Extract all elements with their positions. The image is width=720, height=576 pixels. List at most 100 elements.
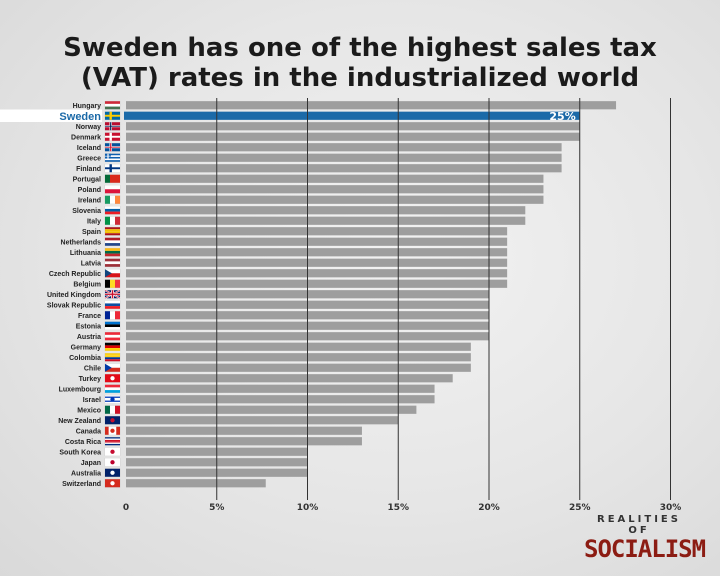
category-label: New Zealand — [58, 418, 101, 425]
category-label: Hungary — [73, 103, 102, 110]
flag-icon — [104, 174, 121, 183]
category-label: United Kingdom — [47, 292, 101, 299]
bar — [124, 111, 580, 120]
flag-icon — [104, 447, 121, 456]
bar — [126, 374, 453, 383]
gridlines — [216, 98, 671, 500]
category-label: Luxembourg — [59, 386, 101, 393]
flag-icon — [104, 311, 121, 320]
bar — [126, 174, 544, 183]
flag-icon — [104, 289, 121, 299]
bar — [126, 153, 562, 162]
bar — [126, 101, 617, 110]
flag-icon — [104, 185, 121, 194]
category-label: Germany — [71, 344, 101, 351]
flag-icon — [104, 468, 121, 477]
bar — [126, 279, 508, 288]
flag-icon — [104, 206, 121, 215]
flag-icon — [104, 195, 121, 204]
bar — [126, 143, 562, 152]
category-label: Canada — [76, 428, 101, 435]
x-tick-label: 15% — [387, 503, 409, 513]
flag-icon — [104, 269, 121, 278]
bar — [126, 195, 544, 204]
category-label: Austria — [77, 334, 101, 341]
flag-icon — [104, 384, 121, 393]
category-label: Colombia — [69, 355, 101, 362]
category-label: Belgium — [73, 281, 101, 288]
category-label: Italy — [87, 218, 101, 225]
category-label: Slovenia — [72, 208, 101, 215]
flag-icon — [104, 237, 121, 246]
x-tick-label: 20% — [478, 503, 500, 513]
flag-icon — [104, 353, 121, 362]
category-label: Ireland — [78, 197, 101, 204]
category-label: France — [78, 313, 101, 320]
brand-logo: REALITIES OF SOCIALISM — [584, 514, 706, 563]
category-label: Iceland — [77, 145, 101, 152]
bar — [126, 185, 544, 194]
bar — [126, 132, 580, 141]
flag-icon — [104, 227, 121, 236]
flag-icon — [104, 153, 121, 162]
flag-icon — [104, 374, 121, 383]
flag-icon — [104, 248, 121, 257]
bar — [126, 342, 471, 351]
category-label: Poland — [78, 187, 101, 194]
bar — [126, 353, 471, 362]
category-label: Spain — [82, 229, 101, 236]
flag-icon — [104, 479, 121, 488]
flag-icon — [104, 300, 121, 309]
flag-icon — [104, 101, 121, 110]
category-label: Costa Rica — [65, 439, 101, 446]
bar — [126, 206, 526, 215]
category-label: Sweden — [59, 111, 101, 123]
category-label: Netherlands — [61, 239, 102, 246]
category-label: Estonia — [76, 323, 101, 330]
category-label: Greece — [77, 155, 101, 162]
bars-group — [124, 101, 617, 488]
category-label: Norway — [76, 124, 101, 131]
title-line-2: (VAT) rates in the industrialized world — [80, 63, 640, 93]
flag-icon — [104, 111, 121, 120]
chart-title: Sweden has one of the highest sales tax … — [0, 33, 720, 93]
x-tick-label: 10% — [297, 503, 319, 513]
brand-main-text: SOCIALISM — [584, 535, 706, 563]
bar — [126, 395, 435, 404]
category-label: Portugal — [73, 176, 101, 183]
flag-icon — [104, 395, 121, 404]
flag-icon — [104, 363, 121, 372]
flag-icon — [104, 122, 121, 131]
bar — [126, 437, 362, 446]
category-label: Japan — [81, 460, 101, 467]
flag-icon — [104, 321, 121, 330]
brand-top-text: REALITIES OF — [597, 514, 681, 536]
category-label: Finland — [76, 166, 101, 173]
category-label: Mexico — [77, 407, 101, 414]
flag-icon — [104, 405, 121, 414]
flag-icon — [104, 332, 121, 341]
flag-icon — [104, 458, 121, 467]
category-label: Lithuania — [70, 250, 101, 257]
category-label: Denmark — [71, 134, 101, 141]
x-tick-label: 30% — [660, 503, 682, 513]
category-label: Switzerland — [62, 481, 101, 488]
category-label: Australia — [71, 470, 101, 477]
category-label: Latvia — [81, 260, 101, 267]
category-label: Czech Republic — [49, 271, 101, 278]
bar — [126, 216, 526, 225]
bar — [126, 258, 508, 267]
flag-icon — [104, 437, 121, 446]
flag-icon — [104, 258, 121, 267]
highlight-label-bg — [0, 109, 102, 122]
bar — [126, 248, 508, 257]
bar — [126, 237, 508, 246]
bar — [126, 426, 362, 435]
category-label: Israel — [83, 397, 101, 404]
bar — [126, 363, 471, 372]
flag-icon — [104, 216, 121, 225]
bar — [126, 416, 399, 425]
flag-icon — [104, 143, 121, 152]
